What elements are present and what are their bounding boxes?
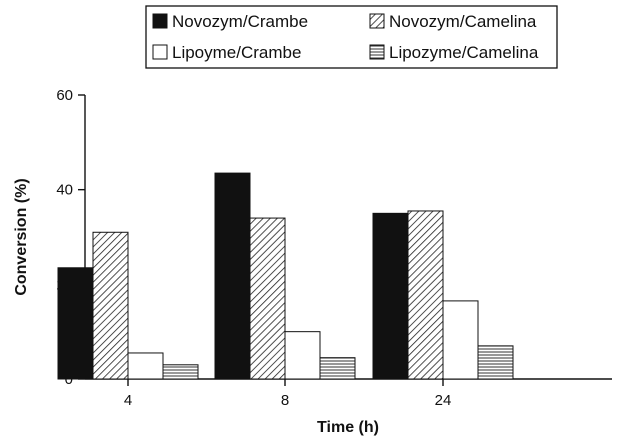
bar [214, 172, 251, 380]
legend-label: Lipoyme/Crambe [172, 43, 301, 62]
x-axis-title: Time (h) [317, 419, 379, 436]
legend-label: Lipozyme/Camelina [389, 43, 539, 62]
bar [57, 267, 94, 380]
x-ticks: 4 8 24 [124, 379, 452, 409]
bar [284, 331, 321, 380]
legend-swatch [369, 44, 385, 60]
x-tick-label: 24 [435, 392, 452, 409]
bar [372, 212, 409, 380]
bar [442, 300, 479, 380]
x-tick-label: 4 [124, 392, 132, 409]
bar [249, 217, 286, 380]
bar [162, 364, 199, 380]
y-tick-label: 40 [56, 182, 73, 199]
legend-label: Novozym/Camelina [389, 12, 537, 31]
bars [57, 172, 514, 380]
bar [127, 352, 164, 380]
y-tick-label: 60 [56, 87, 73, 104]
legend-swatch [369, 13, 385, 29]
y-axis-title: Conversion (%) [13, 178, 30, 295]
bar [407, 210, 444, 380]
bar [477, 345, 514, 380]
legend-box [145, 5, 558, 69]
y-tick-label: 0 [65, 371, 73, 388]
bar [92, 231, 129, 380]
legend-label: Novozym/Crambe [172, 12, 308, 31]
legend: Novozym/Crambe Novozym/Camelina Lipoyme/Cr… [145, 5, 558, 69]
x-tick-label: 8 [281, 392, 289, 409]
bar [319, 357, 356, 380]
axes [84, 95, 612, 380]
legend-swatch [152, 13, 168, 29]
legend-swatch [152, 44, 168, 60]
